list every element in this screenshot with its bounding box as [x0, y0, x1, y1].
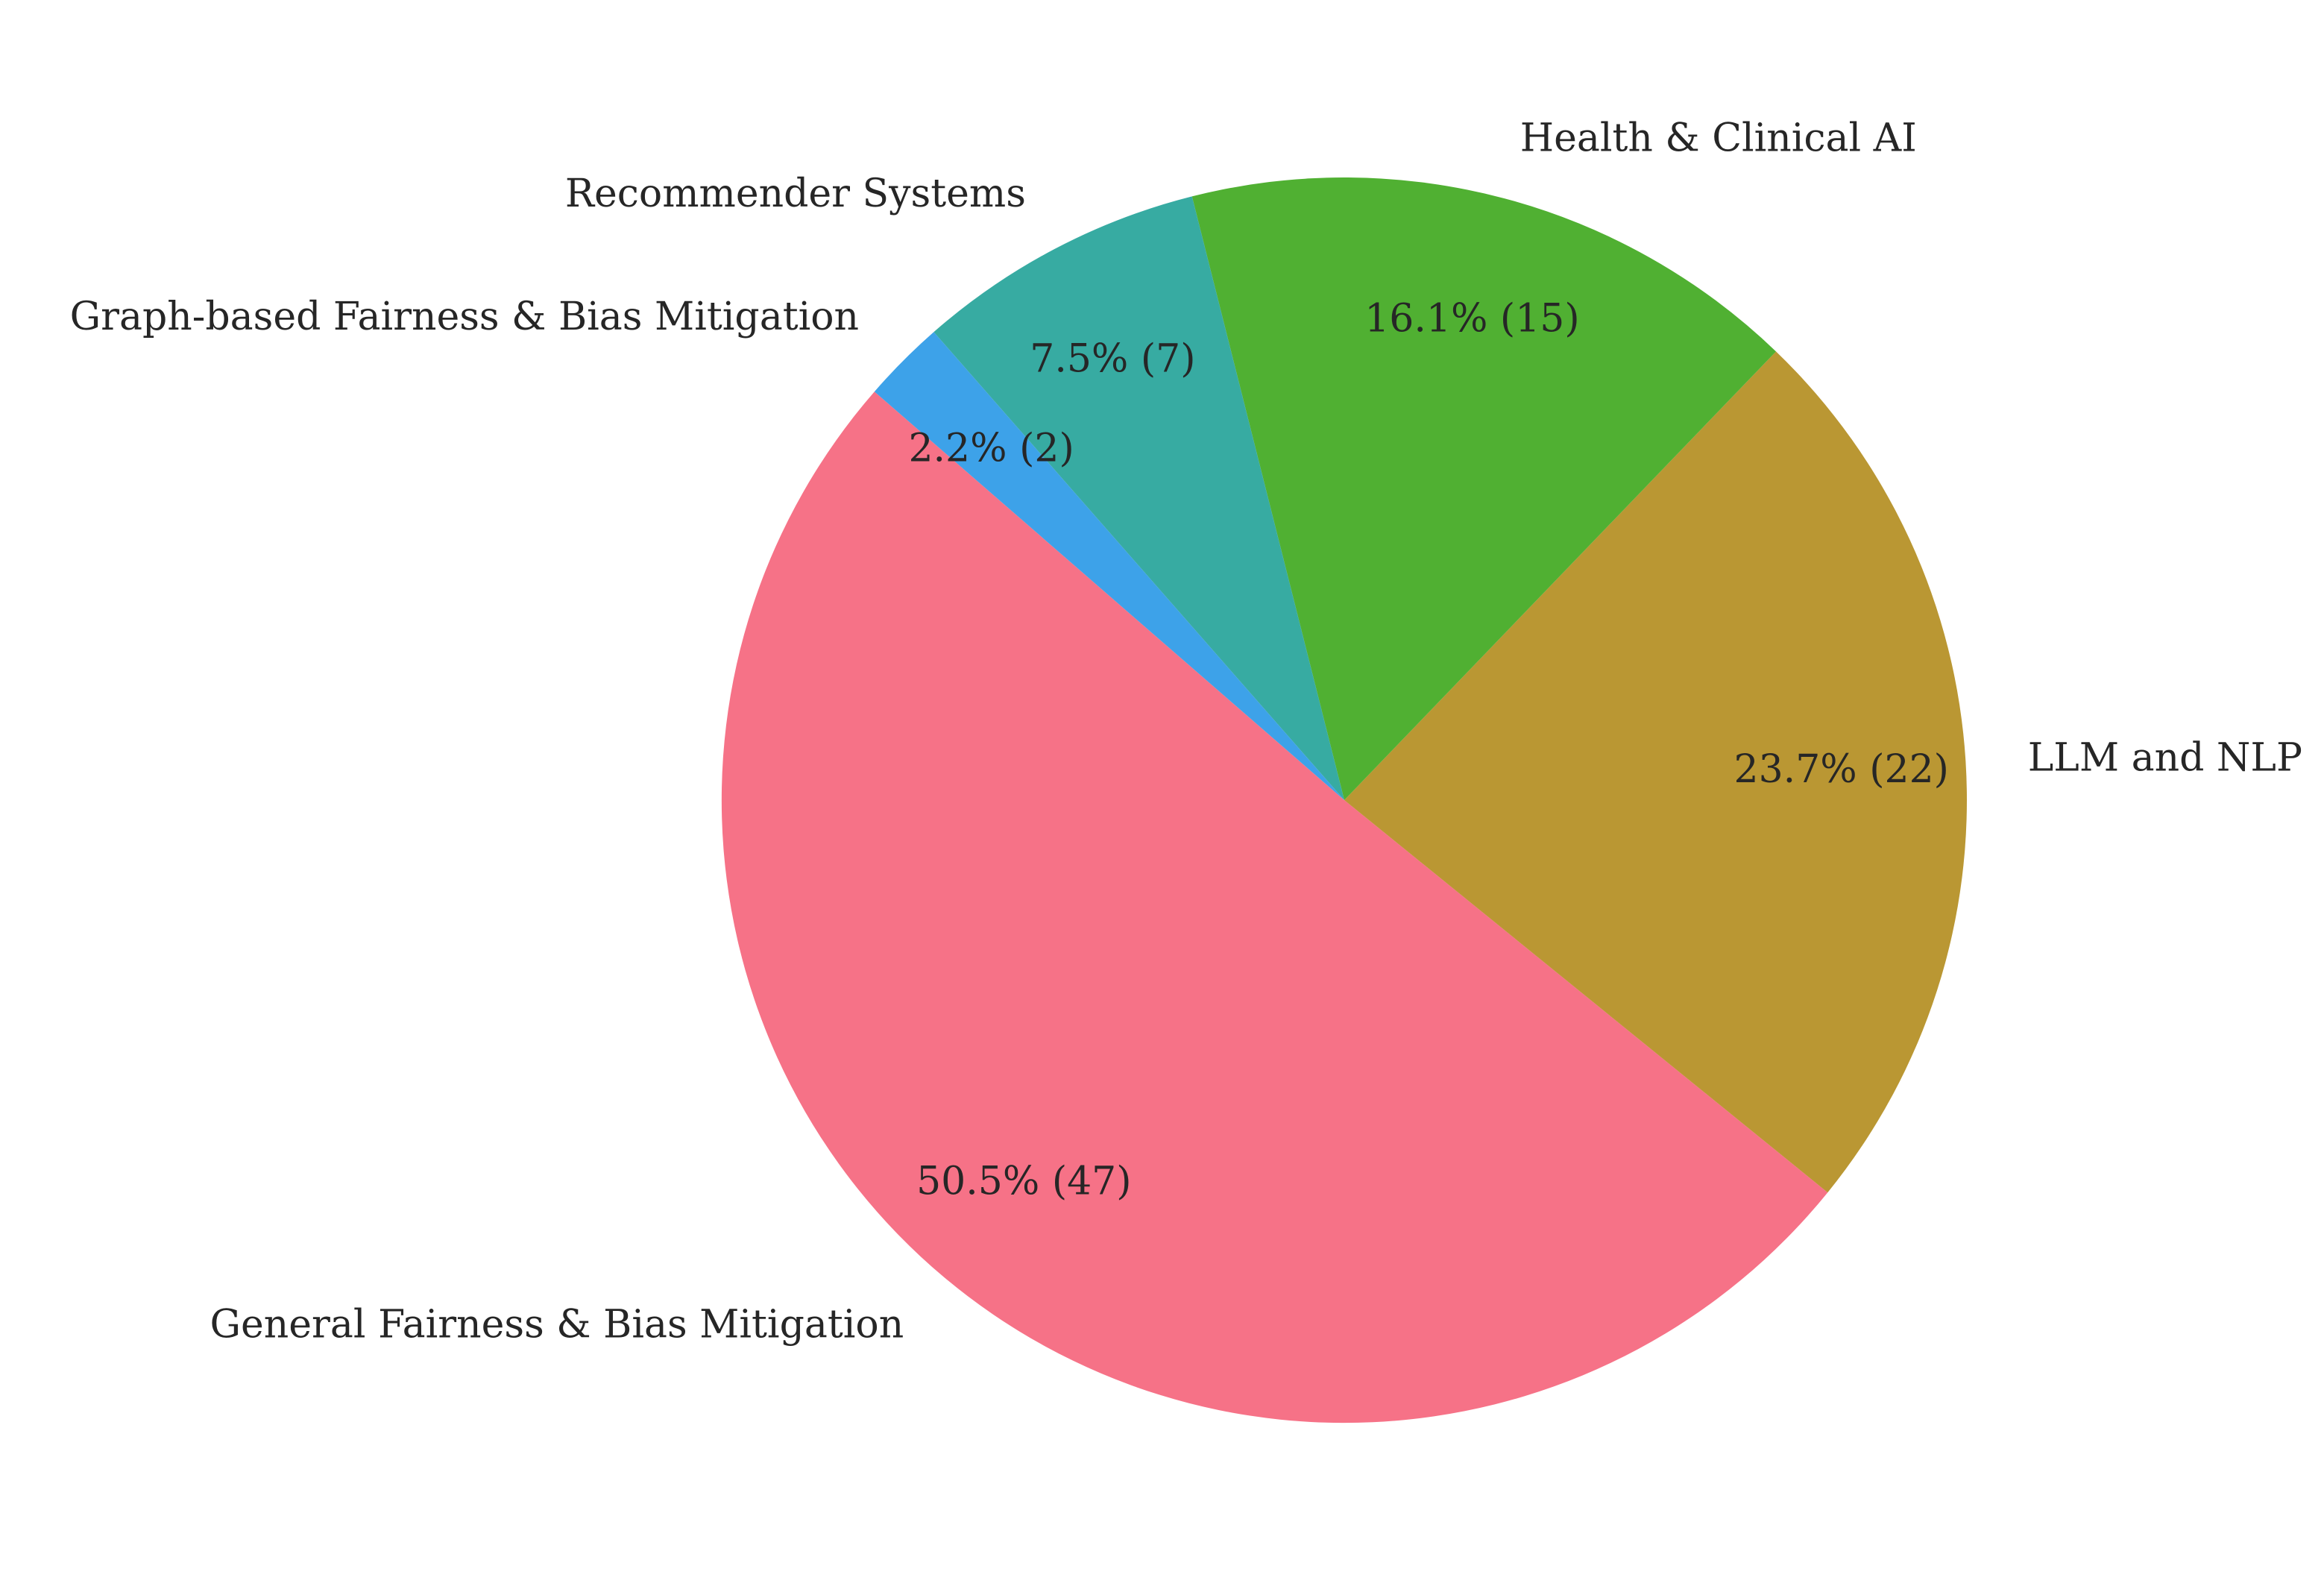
- pie-category-label-1: LLM and NLP: [2028, 736, 2302, 781]
- pie-slice-0: [721, 391, 1828, 1423]
- pie-percent-label-1: 23.7% (22): [1734, 747, 1949, 792]
- pie-category-label-0: General Fairness & Bias Mitigation: [210, 1302, 904, 1347]
- pie-percent-label-3: 7.5% (7): [1030, 337, 1195, 382]
- pie-category-label-4: Graph-based Fairness & Bias Mitigation: [70, 295, 859, 339]
- pie-percent-label-4: 2.2% (2): [908, 427, 1074, 471]
- pie-slice-2: [1191, 177, 1777, 800]
- pie-slice-3: [933, 196, 1344, 800]
- pie-labels: 50.5% (47) General Fairness & Bias Mitiga…: [70, 116, 2302, 1347]
- pie-slice-4: [874, 332, 1344, 800]
- pie-percent-label-2: 16.1% (15): [1364, 296, 1579, 341]
- pie-slices: [721, 177, 1967, 1423]
- pie-category-label-3: Recommender Systems: [565, 172, 1026, 216]
- pie-percent-label-0: 50.5% (47): [916, 1159, 1131, 1204]
- pie-category-label-2: Health & Clinical AI: [1520, 116, 1917, 160]
- pie-slice-1: [1344, 351, 1967, 1193]
